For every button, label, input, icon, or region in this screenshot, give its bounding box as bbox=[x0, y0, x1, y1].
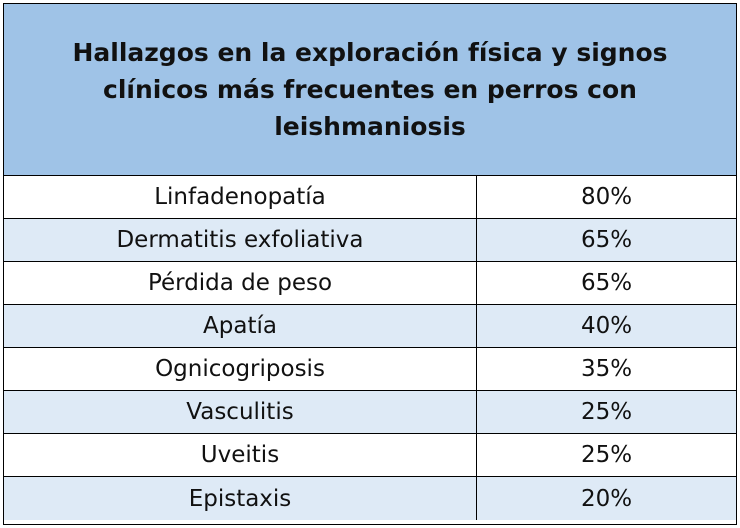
sign-cell: Apatía bbox=[4, 305, 477, 347]
percent-cell: 40% bbox=[580, 313, 633, 339]
percent-cell: 25% bbox=[580, 399, 633, 425]
percent-cell: 65% bbox=[580, 227, 633, 253]
percent-cell: 25% bbox=[580, 442, 633, 468]
percent-cell: 65% bbox=[580, 270, 633, 296]
table-row: Apatía 40% bbox=[4, 305, 736, 348]
sign-cell: Ognicogriposis bbox=[4, 348, 477, 390]
sign-cell: Linfadenopatía bbox=[4, 176, 477, 218]
table-row: Pérdida de peso 65% bbox=[4, 262, 736, 305]
table-row: Linfadenopatía 80% bbox=[4, 176, 736, 219]
sign-cell: Epistaxis bbox=[4, 477, 477, 520]
percent-cell: 80% bbox=[580, 184, 633, 210]
table-row: Uveitis 25% bbox=[4, 434, 736, 477]
table-body: Linfadenopatía 80% Dermatitis exfoliativ… bbox=[4, 176, 736, 520]
percent-cell: 35% bbox=[580, 356, 633, 382]
sign-cell: Vasculitis bbox=[4, 391, 477, 433]
table-row: Ognicogriposis 35% bbox=[4, 348, 736, 391]
sign-cell: Dermatitis exfoliativa bbox=[4, 219, 477, 261]
table-row: Dermatitis exfoliativa 65% bbox=[4, 219, 736, 262]
sign-cell: Uveitis bbox=[4, 434, 477, 476]
table-header: Hallazgos en la exploración física y sig… bbox=[4, 4, 736, 176]
table-row: Epistaxis 20% bbox=[4, 477, 736, 520]
table-title: Hallazgos en la exploración física y sig… bbox=[72, 38, 668, 141]
clinical-signs-table: Hallazgos en la exploración física y sig… bbox=[3, 3, 737, 525]
percent-cell: 20% bbox=[580, 485, 633, 512]
sign-cell: Pérdida de peso bbox=[4, 262, 477, 304]
table-row: Vasculitis 25% bbox=[4, 391, 736, 434]
